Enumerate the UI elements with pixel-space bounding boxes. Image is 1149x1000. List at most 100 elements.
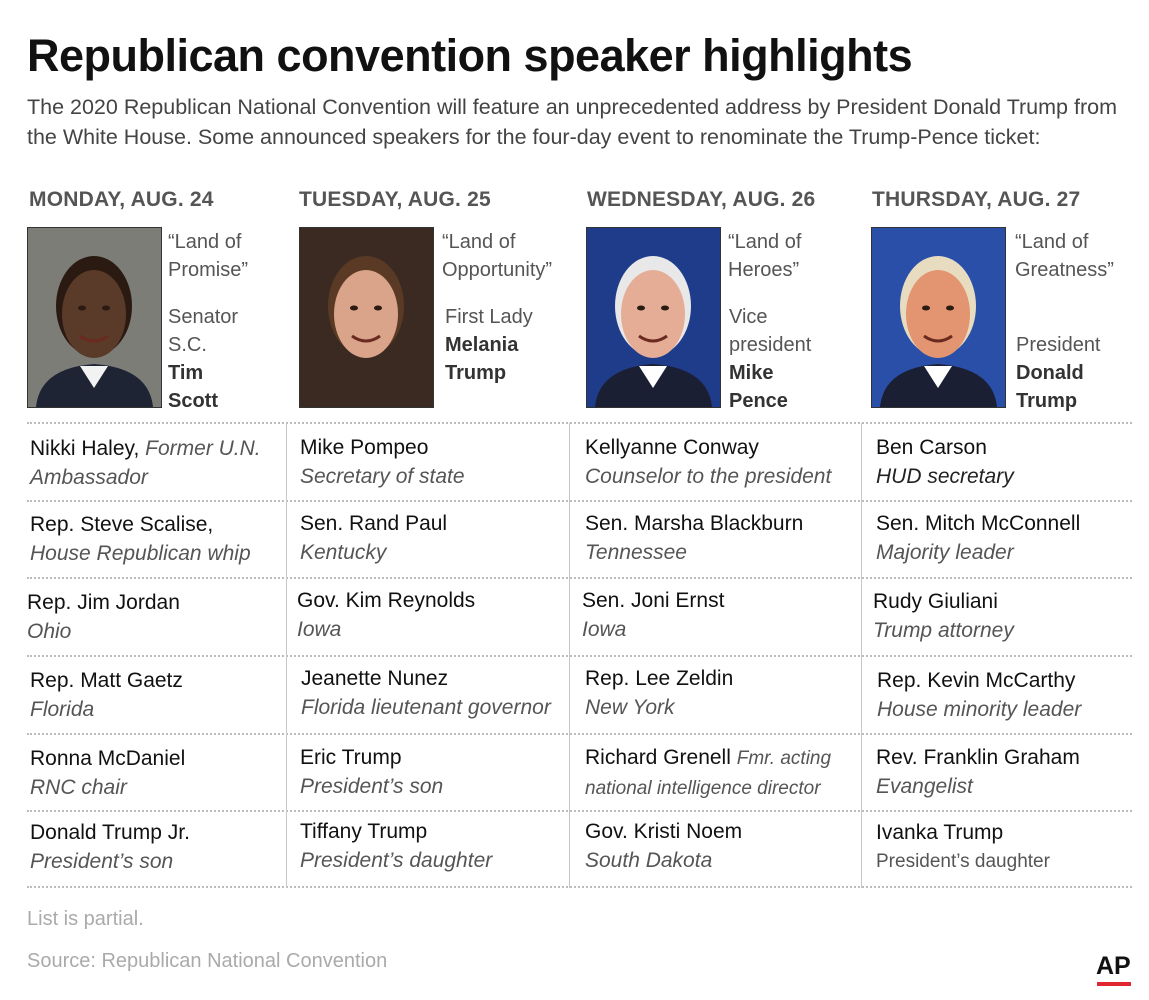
day-header-monday: MONDAY, AUG. 24 [29, 188, 214, 211]
theme-thursday: “Land of Greatness” [1015, 231, 1114, 281]
speaker-entry: Sen. Marsha Blackburn Tennessee [585, 509, 855, 567]
row-divider [27, 500, 1132, 502]
source-line: Source: Republican National Convention [27, 950, 388, 972]
speaker-entry: Sen. Joni Ernst Iowa [582, 586, 852, 644]
portrait-mouth [79, 334, 109, 343]
speaker-entry: Rep. Steve Scalise, House Republican whip [30, 510, 300, 568]
portrait-face [62, 270, 126, 358]
day-header-thursday: THURSDAY, AUG. 27 [872, 188, 1081, 211]
day-header-tuesday: TUESDAY, AUG. 25 [299, 188, 491, 211]
speaker-name: Ronna McDaniel [30, 747, 186, 770]
speaker-entry: Rep. Matt Gaetz Florida [30, 666, 300, 724]
page-subtitle: The 2020 Republican National Convention … [27, 95, 1117, 149]
ap-logo: AP [1096, 952, 1131, 980]
portrait-eye [78, 305, 86, 311]
speaker-entry: Jeanette Nunez Florida lieutenant governo… [301, 664, 571, 722]
speaker-role: RNC chair [30, 776, 127, 799]
speaker-role: President’s son [300, 775, 444, 798]
row-divider [27, 886, 1132, 888]
speaker-role: Tennessee [585, 541, 687, 564]
speaker-entry: Rudy Giuliani Trump attorney [873, 587, 1128, 645]
speaker-entry: Kellyanne Conway Counselor to the preside… [585, 433, 855, 491]
headliner-photo-wednesday [586, 227, 721, 408]
headliner-role: Senator S.C. [168, 306, 239, 356]
portrait-eye [102, 305, 110, 311]
speaker-name: Rudy Giuliani [873, 590, 998, 613]
headliner-name: Donald Trump [1016, 362, 1084, 412]
headliner-wednesday: Vice president Mike Pence [729, 303, 824, 415]
speaker-name: Sen. Joni Ernst [582, 589, 725, 612]
theme-wednesday: “Land of Heroes” [728, 231, 802, 281]
speaker-name: Gov. Kim Reynolds [297, 589, 476, 612]
headliner-monday: Senator S.C. Tim Scott [168, 303, 258, 415]
portrait-illustration [872, 228, 1005, 407]
speaker-entry: Rep. Lee Zeldin New York [585, 664, 855, 722]
speaker-name: Mike Pompeo [300, 436, 429, 459]
row-divider [27, 810, 1132, 812]
speaker-name: Eric Trump [300, 746, 402, 769]
theme-tuesday: “Land of Opportunity” [442, 231, 553, 281]
speaker-entry: Mike Pompeo Secretary of state [300, 433, 570, 491]
speaker-role: Fmr. acting national intelligence direct… [585, 748, 832, 799]
speaker-name: Gov. Kristi Noem [585, 820, 743, 843]
portrait-eye [350, 305, 358, 311]
headliner-name: Mike Pence [729, 362, 788, 412]
speaker-role: New York [585, 696, 675, 719]
headliner-photo-tuesday [299, 227, 434, 408]
portrait-mouth [351, 334, 381, 343]
column-divider [569, 423, 570, 888]
speaker-role: Trump attorney [873, 619, 1014, 642]
speaker-name: Ivanka Trump [876, 821, 1004, 844]
speaker-role: Counselor to the president [585, 465, 832, 488]
speaker-name: Sen. Mitch McConnell [876, 512, 1081, 535]
headliner-photo-thursday [871, 227, 1006, 408]
footnote: List is partial. [27, 908, 144, 930]
speaker-name: Ben Carson [876, 436, 987, 459]
row-divider [27, 733, 1132, 735]
headliner-role: President [1016, 334, 1101, 356]
portrait-eye [661, 305, 669, 311]
portrait-collar [924, 366, 952, 388]
speaker-name: Rep. Lee Zeldin [585, 667, 734, 690]
speaker-entry: Rep. Kevin McCarthy House minority leader [877, 666, 1132, 724]
speaker-entry: Ben Carson HUD secretary [876, 433, 1131, 491]
headliner-tuesday: First Lady Melania Trump [445, 303, 535, 387]
portrait-collar [352, 366, 380, 388]
speaker-name: Rep. Matt Gaetz [30, 669, 183, 692]
speaker-entry: Ronna McDaniel RNC chair [30, 744, 300, 802]
speaker-role: Secretary of state [300, 465, 465, 488]
speaker-name: Sen. Rand Paul [300, 512, 448, 535]
speaker-name: Rep. Jim Jordan [27, 591, 180, 614]
portrait-collar [639, 366, 667, 388]
row-divider [27, 577, 1132, 579]
portrait-illustration [28, 228, 161, 407]
speaker-entry: Rep. Jim Jordan Ohio [27, 588, 297, 646]
portrait-collar [80, 366, 108, 388]
day-header-wednesday: WEDNESDAY, AUG. 26 [587, 188, 816, 211]
portrait-eye [922, 305, 930, 311]
speaker-name: Richard Grenell [585, 746, 731, 769]
headliner-photo-monday [27, 227, 162, 408]
speaker-role: HUD secretary [876, 465, 1014, 488]
speaker-role: President’s daughter [876, 851, 1050, 872]
speaker-role: Majority leader [876, 541, 1014, 564]
speaker-name: Donald Trump Jr. [30, 821, 190, 844]
headliner-role: Vice president [729, 306, 812, 356]
portrait-face [621, 270, 685, 358]
speaker-role: Evangelist [876, 775, 973, 798]
speaker-entry: Eric Trump President’s son [300, 743, 570, 801]
portrait-face [334, 270, 398, 358]
speaker-role: President’s daughter [300, 849, 493, 872]
portrait-illustration [587, 228, 720, 407]
headliner-thursday: President Donald Trump [1016, 331, 1106, 415]
headliner-role: First Lady [445, 306, 533, 328]
speaker-role: Kentucky [300, 541, 387, 564]
speaker-role: House minority leader [877, 698, 1082, 721]
page-title: Republican convention speaker highlights [27, 30, 913, 81]
speaker-entry: Gov. Kim Reynolds Iowa [297, 586, 567, 644]
speaker-role: Iowa [297, 618, 342, 641]
speaker-role: President’s son [30, 850, 174, 873]
portrait-face [906, 270, 970, 358]
speaker-role: Former U.N. Ambassador [30, 437, 261, 489]
speaker-entry: Richard Grenell Fmr. acting national int… [585, 743, 847, 803]
